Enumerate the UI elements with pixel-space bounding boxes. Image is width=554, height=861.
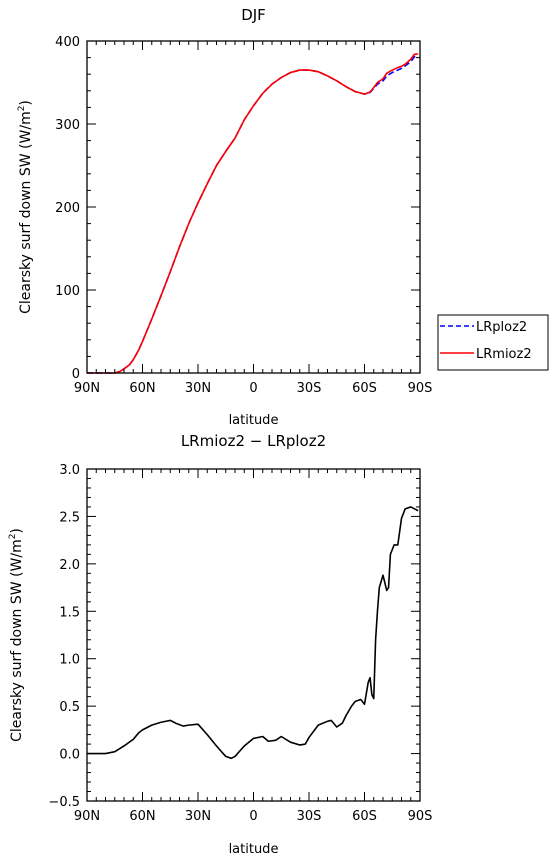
top-chart-series-line-lrploz2 — [87, 55, 419, 374]
top-chart-y-tick-label: 0 — [72, 367, 80, 382]
legend-box — [437, 314, 549, 371]
bottom-chart-y-tick-label: 1.5 — [59, 605, 80, 620]
bottom-chart-y-tick-label: 3.0 — [59, 463, 80, 478]
top-chart-ticks: 90N 60N 30N 0 30S 60S 90S 0 100 200 300 400 — [55, 35, 432, 396]
bottom-chart-y-axis-label: Clearsky surf down SW (W/m2) — [8, 528, 25, 742]
bottom-chart-x-tick-label: 0 — [249, 809, 257, 824]
top-chart-x-axis-label: latitude — [229, 413, 279, 428]
top-chart-x-tick-label: 30S — [297, 381, 322, 396]
top-chart-lines — [87, 53, 419, 374]
bottom-chart-panel: 90N 60N 30N 0 30S 60S 90S −0.5 0.0 0.5 1.0 1.5 2.0 2.… — [8, 432, 432, 857]
top-chart-x-tick-label: 0 — [249, 381, 257, 396]
legend-label-lrploz2: LRploz2 — [476, 320, 527, 335]
bottom-chart-x-tick-label: 30S — [297, 809, 322, 824]
top-chart-y-axis-label: Clearsky surf down SW (W/m2) — [17, 100, 34, 314]
bottom-chart-y-tick-label: 0.5 — [59, 700, 80, 715]
top-chart-y-tick-label: 400 — [55, 35, 80, 50]
bottom-chart-frame — [86, 468, 421, 802]
top-chart-series-line-lrmioz2 — [87, 53, 419, 374]
top-chart-panel: 90N 60N 30N 0 30S 60S 90S 0 100 200 300 400 DJF lat… — [17, 6, 549, 428]
top-chart-x-tick-label: 90N — [74, 381, 100, 396]
bottom-chart-series-line-difference — [87, 506, 419, 760]
top-chart-y-tick-label: 200 — [55, 201, 80, 216]
bottom-chart-y-tick-label: 2.0 — [59, 558, 80, 573]
bottom-chart-y-tick-label: −0.5 — [48, 795, 80, 810]
top-chart-x-tick-label: 60N — [129, 381, 155, 396]
legend-label-lrmioz2: LRmioz2 — [476, 347, 532, 362]
bottom-chart-x-tick-label: 30N — [185, 809, 211, 824]
top-chart-y-tick-label: 300 — [55, 118, 80, 133]
bottom-chart-x-axis-label: latitude — [229, 842, 279, 857]
top-chart-x-tick-label: 30N — [185, 381, 211, 396]
bottom-chart-y-tick-label: 2.5 — [59, 510, 80, 525]
top-chart-y-tick-label: 100 — [55, 284, 80, 299]
bottom-chart-x-tick-label: 90N — [74, 809, 100, 824]
legend: LRploz2 LRmioz2 — [437, 314, 549, 371]
bottom-chart-ticks: 90N 60N 30N 0 30S 60S 90S −0.5 0.0 0.5 1.0 1.5 2.0 2.… — [48, 463, 432, 824]
bottom-chart-x-tick-label: 90S — [408, 809, 433, 824]
bottom-chart-x-tick-label: 60N — [129, 809, 155, 824]
bottom-chart-x-tick-label: 60S — [352, 809, 377, 824]
bottom-chart-lines — [87, 506, 419, 760]
top-chart-x-tick-label: 60S — [352, 381, 377, 396]
bottom-chart-title: LRmioz2 − LRploz2 — [181, 432, 326, 450]
top-chart-x-tick-label: 90S — [408, 381, 433, 396]
top-chart-title: DJF — [241, 6, 266, 24]
bottom-chart-y-tick-label: 1.0 — [59, 653, 80, 668]
bottom-chart-y-tick-label: 0.0 — [59, 748, 80, 763]
